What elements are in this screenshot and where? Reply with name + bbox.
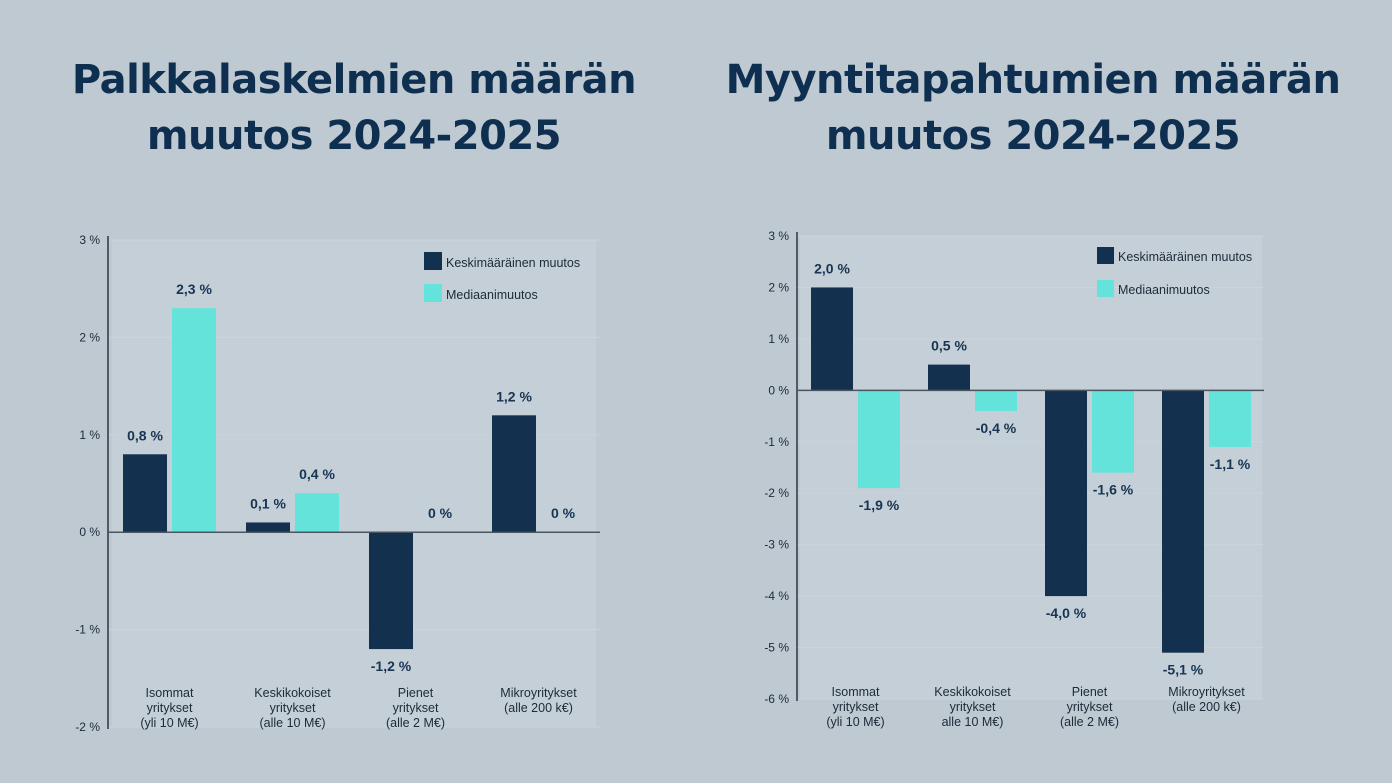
data-label: -0,4 % <box>976 420 1017 436</box>
bar-median <box>858 390 900 489</box>
bar-mean <box>811 287 853 391</box>
category-label: (alle 200 k€) <box>504 701 573 715</box>
bar-mean <box>123 454 167 533</box>
bar-mean <box>246 522 290 533</box>
data-label: -1,6 % <box>1093 482 1134 498</box>
bar-mean <box>1045 390 1087 597</box>
category-label: alle 10 M€) <box>942 715 1004 729</box>
bar-median <box>295 493 339 533</box>
category-label: yritykset <box>147 701 193 715</box>
y-tick-label: 0 % <box>768 383 789 397</box>
category-label: yritykset <box>950 700 996 714</box>
y-tick-label: -2 % <box>764 486 789 500</box>
bar-median <box>1209 390 1251 447</box>
chart-title-payslips: Palkkalaskelmien määrän muutos 2024-2025 <box>71 57 637 159</box>
data-label: -1,1 % <box>1210 456 1251 472</box>
legend-swatch-median <box>1097 280 1114 297</box>
y-tick-label: -3 % <box>764 538 789 552</box>
data-label: 0,1 % <box>250 495 286 511</box>
legend-swatch-median <box>424 284 442 302</box>
category-label: (yli 10 M€) <box>826 715 884 729</box>
chart-title-sales: Myyntitapahtumien määrän muutos 2024-202… <box>725 57 1341 159</box>
data-label: 0,4 % <box>299 466 335 482</box>
data-label: -1,9 % <box>859 497 900 513</box>
y-tick-label: -6 % <box>764 692 789 706</box>
bar-mean <box>928 364 970 391</box>
y-tick-label: -4 % <box>764 589 789 603</box>
data-label: 1,2 % <box>496 388 532 404</box>
legend-label: Keskimääräinen muutos <box>1118 250 1252 264</box>
legend-swatch-mean <box>424 252 442 270</box>
category-label: Keskikokoiset <box>934 685 1011 699</box>
category-label: Keskikokoiset <box>254 686 331 700</box>
category-label: Isommat <box>832 685 880 699</box>
bar-mean <box>492 415 536 533</box>
category-label: (alle 2 M€) <box>386 716 445 730</box>
category-label: yritykset <box>1067 700 1113 714</box>
data-label: 0,5 % <box>931 338 967 354</box>
legend-label: Mediaanimuutos <box>1118 283 1210 297</box>
category-label: (alle 10 M€) <box>260 716 326 730</box>
bar-median <box>172 308 216 533</box>
category-label: Mikroyritykset <box>1168 685 1245 699</box>
bar-mean <box>369 532 413 650</box>
y-tick-label: -2 % <box>75 720 100 734</box>
bar-mean <box>1162 390 1204 653</box>
legend-swatch-mean <box>1097 247 1114 264</box>
category-label: (yli 10 M€) <box>140 716 198 730</box>
y-tick-label: -1 % <box>75 623 100 637</box>
category-label: (alle 2 M€) <box>1060 715 1119 729</box>
data-label: -4,0 % <box>1046 605 1087 621</box>
y-tick-label: 0 % <box>79 525 100 539</box>
y-tick-label: 2 % <box>79 330 100 344</box>
data-label: 0 % <box>428 505 453 521</box>
legend-label: Keskimääräinen muutos <box>446 256 580 270</box>
category-label: yritykset <box>270 701 316 715</box>
data-label: 2,3 % <box>176 281 212 297</box>
category-label: Pienet <box>1072 685 1108 699</box>
bar-median <box>1092 390 1134 473</box>
data-label: -1,2 % <box>371 658 412 674</box>
category-label: yritykset <box>393 701 439 715</box>
y-tick-label: 1 % <box>768 332 789 346</box>
y-tick-label: 1 % <box>79 428 100 442</box>
data-label: 2,0 % <box>814 260 850 276</box>
y-tick-label: 3 % <box>768 229 789 243</box>
data-label: 0 % <box>551 505 576 521</box>
data-label: -5,1 % <box>1163 662 1204 678</box>
category-label: yritykset <box>833 700 879 714</box>
category-label: Pienet <box>398 686 434 700</box>
y-tick-label: -1 % <box>764 435 789 449</box>
data-label: 0,8 % <box>127 427 163 443</box>
category-label: (alle 200 k€) <box>1172 700 1241 714</box>
category-label: Isommat <box>146 686 194 700</box>
category-label: Mikroyritykset <box>500 686 577 700</box>
y-tick-label: -5 % <box>764 641 789 655</box>
bar-median <box>975 390 1017 411</box>
y-tick-label: 3 % <box>79 233 100 247</box>
y-tick-label: 2 % <box>768 280 789 294</box>
legend-label: Mediaanimuutos <box>446 288 538 302</box>
